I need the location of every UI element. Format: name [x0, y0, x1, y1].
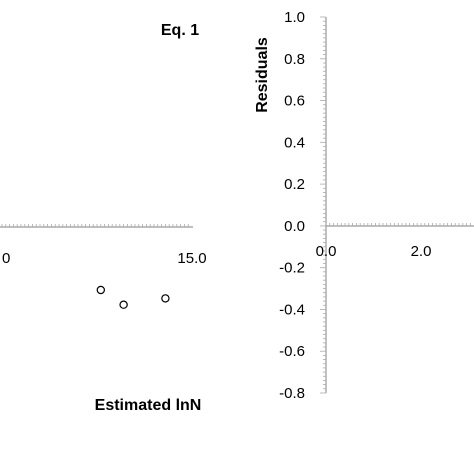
right-y-tick-label: 0.2 [284, 176, 305, 193]
right-y-tick-label: 0.4 [284, 134, 305, 151]
right-y-axis-ticks [320, 16, 326, 394]
left-x-axis-minor-ticks [1, 224, 189, 227]
left-x-tick-label-1: 15.0 [177, 250, 206, 267]
right-y-tick-label: 1.0 [284, 9, 305, 26]
right-x-tick-label-0: 0.0 [316, 243, 337, 260]
right-y-tick-label: 0.0 [284, 218, 305, 235]
right-y-tick-label: 0.6 [284, 93, 305, 110]
right-panel: Residuals 1.0 0.8 0.6 0.4 0.2 0.0 -0.2 -0.4 -0.6… [254, 9, 474, 402]
right-y-tick-label: -0.4 [279, 301, 305, 318]
left-data-points [96, 285, 170, 309]
right-y-tick-label: 0.8 [284, 51, 305, 68]
right-y-tick-label: -0.8 [279, 385, 305, 402]
left-data-point [119, 300, 128, 309]
left-data-point [96, 285, 106, 295]
left-x-axis-label: Estimated lnN [95, 397, 202, 414]
right-x-axis-ticks [325, 223, 471, 226]
right-x-tick-label-1: 2.0 [411, 243, 432, 260]
right-y-axis-label: Residuals [254, 37, 271, 113]
left-chart-title: Eq. 1 [161, 22, 199, 39]
left-data-point [161, 294, 170, 303]
right-y-tick-label: -0.2 [279, 260, 305, 277]
right-y-tick-labels: 1.0 0.8 0.6 0.4 0.2 0.0 -0.2 -0.4 -0.6 -0.8 [279, 9, 305, 402]
left-x-tick-label-0: 0 [2, 250, 10, 267]
left-panel: Eq. 1 . 0 15.0 Estimated lnN [0, 22, 207, 414]
right-y-tick-label: -0.6 [279, 343, 305, 360]
